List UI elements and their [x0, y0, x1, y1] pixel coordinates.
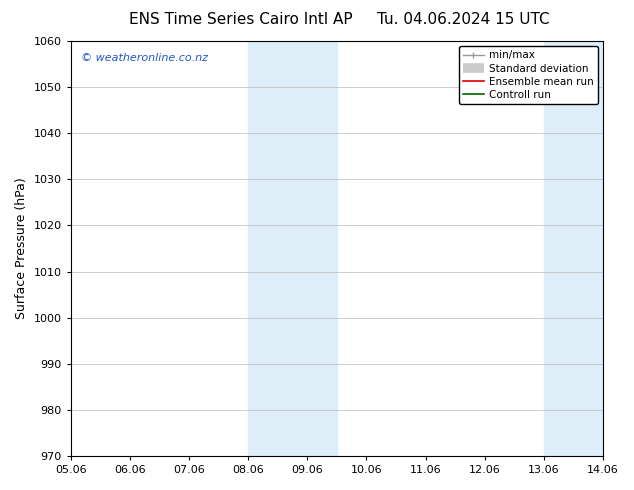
Y-axis label: Surface Pressure (hPa): Surface Pressure (hPa)	[15, 178, 28, 319]
Legend: min/max, Standard deviation, Ensemble mean run, Controll run: min/max, Standard deviation, Ensemble me…	[459, 46, 598, 104]
Bar	[248, 41, 337, 456]
Bar	[544, 41, 603, 456]
Text: ENS Time Series Cairo Intl AP: ENS Time Series Cairo Intl AP	[129, 12, 353, 27]
Text: © weatheronline.co.nz: © weatheronline.co.nz	[81, 53, 209, 64]
Text: Tu. 04.06.2024 15 UTC: Tu. 04.06.2024 15 UTC	[377, 12, 549, 27]
